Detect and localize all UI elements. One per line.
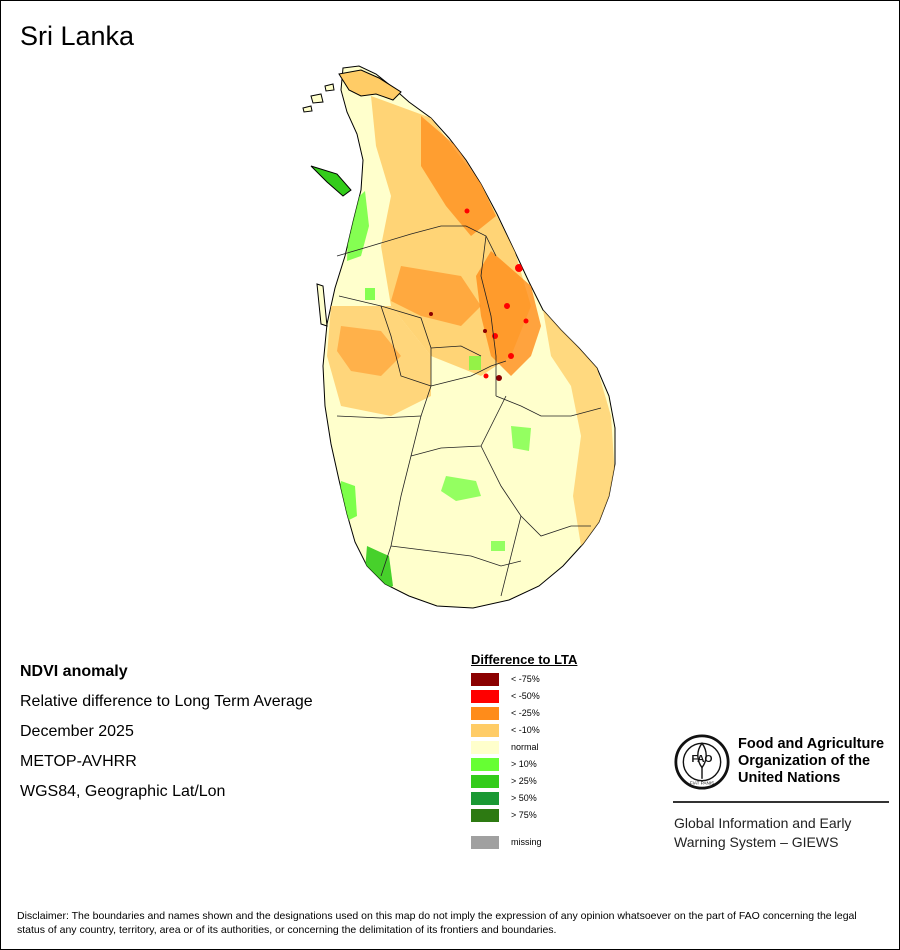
boundary-line [336,415,422,419]
legend-item: < -10% [471,722,577,739]
giews-line: Global Information and Early [674,815,852,831]
boundary-line [338,295,432,386]
fao-name-line: Organization of the [738,753,871,769]
fao-divider [673,801,889,803]
legend-label: missing [511,837,542,847]
legend-swatch [471,775,499,788]
small-island [310,93,324,104]
period-label: December 2025 [20,723,134,740]
legend-item: < -75% [471,671,577,688]
boundary-line [500,515,522,597]
anomaly-zone-northeast [421,116,496,236]
map-info: NDVI anomaly Relative difference to Long… [20,657,313,807]
product-description: Relative difference to Long Term Average [20,693,313,710]
map-legend: Difference to LTA < -75% < -50% < -25% <… [471,652,577,851]
anomaly-zone-west-central [337,326,401,376]
fao-logo-icon: FAO FIAT PANIS [674,734,730,790]
anomaly-spot [515,264,523,272]
sensor-label: METOP-AVHRR [20,753,137,770]
positive-zone-west [365,288,375,300]
legend-label: > 75% [511,810,537,820]
legend-item-missing: missing [471,834,577,851]
legend-label: > 10% [511,759,537,769]
anomaly-zone-central [391,266,481,326]
legend-swatch [471,673,499,686]
fao-name: Food and Agriculture Organization of the… [738,736,884,787]
fao-logo-letters: FAO [691,754,712,765]
anomaly-spot [504,303,510,309]
anomaly-spot [523,318,529,324]
admin-boundaries [336,225,602,597]
giews-label: Global Information and Early Warning Sys… [674,814,851,852]
fao-name-line: United Nations [738,770,841,786]
anomaly-spot [496,375,502,381]
legend-swatch [471,809,499,822]
legend-label: < -25% [511,708,540,718]
legend-item: < -50% [471,688,577,705]
positive-zone-south [491,541,505,551]
legend-swatch [471,741,499,754]
fao-logo-motto: FIAT PANIS [690,780,715,785]
legend-item: normal [471,739,577,756]
legend-item: > 50% [471,790,577,807]
legend-swatch [471,792,499,805]
small-island [324,83,335,92]
legend-title: Difference to LTA [471,652,578,667]
ndvi-map [302,65,616,609]
boundary-line [480,235,497,396]
boundary-line [390,545,522,567]
legend-item: > 75% [471,807,577,824]
positive-zone-central [441,476,481,501]
disclaimer: Disclaimer: The boundaries and names sho… [17,910,857,936]
fao-name-line: Food and Agriculture [738,736,885,752]
legend-item: < -25% [471,705,577,722]
positive-zone-highland [469,356,481,370]
anomaly-zone-east-coast [543,310,615,546]
legend-item: > 10% [471,756,577,773]
anomaly-spot [464,208,470,214]
boundary-line [495,395,602,417]
legend-swatch [471,836,499,849]
projection-label: WGS84, Geographic Lat/Lon [20,783,226,800]
anomaly-spot [429,312,433,316]
legend-label: > 25% [511,776,537,786]
product-name: NDVI anomaly [20,663,128,680]
boundary-line [380,305,432,387]
positive-zone-east [511,426,531,451]
boundary-line [430,360,507,387]
giews-line: Warning System – GIEWS [674,834,839,850]
legend-label: < -50% [511,691,540,701]
anomaly-spot [483,329,487,333]
legend-label: > 50% [511,793,537,803]
jaffna-peninsula [338,69,402,101]
anomaly-zone-central-east [476,251,541,376]
legend-label: < -75% [511,674,540,684]
legend-label: normal [511,742,539,752]
positive-zone-southwest-coast [339,481,357,521]
boundary-line [480,445,591,537]
boundary-line [380,385,432,577]
small-island [302,105,313,113]
anomaly-spot [483,373,489,379]
legend-swatch [471,707,499,720]
legend-swatch [471,690,499,703]
legend-swatch [471,724,499,737]
legend-label: < -10% [511,725,540,735]
kalpitiya-spit [316,283,328,327]
mannar-island [310,165,352,197]
legend-item: > 25% [471,773,577,790]
legend-swatch [471,758,499,771]
anomaly-spot [508,353,514,359]
map-title: Sri Lanka [20,21,135,51]
boundary-line [430,345,482,357]
